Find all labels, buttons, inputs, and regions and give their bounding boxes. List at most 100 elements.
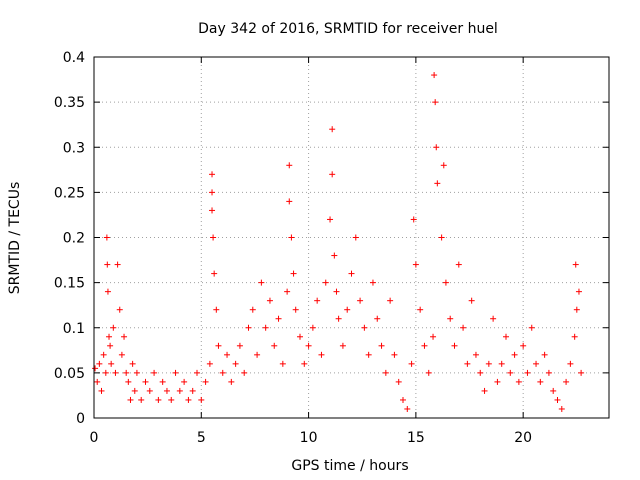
data-point <box>108 360 115 367</box>
data-point <box>254 351 261 358</box>
data-point <box>213 306 220 313</box>
data-point <box>578 369 585 376</box>
data-point <box>433 144 440 151</box>
data-point <box>520 342 527 349</box>
data-point <box>571 333 578 340</box>
data-point <box>129 360 136 367</box>
data-point <box>202 378 209 385</box>
data-point <box>438 234 445 241</box>
data-point <box>451 342 458 349</box>
data-point <box>245 324 252 331</box>
data-point <box>194 369 200 376</box>
y-axis-label: SRMTID / TECUs <box>7 182 23 295</box>
data-point <box>297 333 303 340</box>
data-point <box>116 306 123 313</box>
data-point <box>241 369 248 376</box>
data-point <box>215 342 222 349</box>
plot-frame <box>93 56 610 419</box>
data-point <box>100 351 107 358</box>
data-point <box>573 306 580 313</box>
data-point <box>206 360 213 367</box>
data-point <box>301 360 308 367</box>
data-point <box>185 396 192 403</box>
data-point <box>348 270 355 277</box>
y-tick-label: 0.1 <box>63 321 85 337</box>
data-point <box>142 378 149 385</box>
data-point <box>125 378 132 385</box>
y-tick-label: 0.15 <box>54 276 85 292</box>
y-tick-label: 0.25 <box>54 185 85 201</box>
data-point <box>103 234 110 241</box>
data-point <box>460 324 467 331</box>
data-point <box>110 324 117 331</box>
data-point <box>352 234 359 241</box>
data-point <box>541 351 548 358</box>
data-point <box>249 306 256 313</box>
data-point <box>209 171 216 178</box>
data-point <box>357 297 364 304</box>
data-point <box>382 369 389 376</box>
data-point <box>232 360 239 367</box>
data-point <box>333 288 340 295</box>
data-point <box>176 387 183 394</box>
data-point <box>374 315 381 322</box>
x-tick-labels: 0 5 10 15 20 <box>90 430 533 446</box>
data-point <box>146 387 153 394</box>
data-point <box>266 297 273 304</box>
data-point <box>339 342 346 349</box>
data-point <box>262 324 269 331</box>
data-point <box>98 387 105 394</box>
data-point <box>361 324 368 331</box>
data-point <box>327 216 334 223</box>
data-point <box>198 396 205 403</box>
data-point <box>102 369 109 376</box>
data-point <box>314 297 321 304</box>
data-point <box>305 342 312 349</box>
data-point <box>96 360 103 367</box>
data-point <box>271 342 278 349</box>
x-tick-label: 10 <box>300 430 318 446</box>
data-point <box>131 387 138 394</box>
data-point <box>477 369 484 376</box>
data-point <box>408 360 415 367</box>
data-point <box>121 333 128 340</box>
y-tick-label: 0.3 <box>63 140 85 156</box>
data-point <box>318 351 325 358</box>
data-point <box>92 365 99 372</box>
data-point <box>404 405 411 412</box>
data-point <box>106 333 113 340</box>
data-point <box>498 360 505 367</box>
data-point <box>494 378 501 385</box>
data-point <box>387 297 394 304</box>
data-point <box>545 369 552 376</box>
data-point <box>163 387 170 394</box>
data-point <box>440 162 447 169</box>
x-tick-label: 20 <box>514 430 532 446</box>
y-tick-label: 0.05 <box>54 366 85 382</box>
data-point <box>507 369 514 376</box>
data-point <box>329 126 336 133</box>
axis-ticks <box>93 56 609 419</box>
data-point <box>172 369 179 376</box>
data-point <box>472 351 479 358</box>
data-point <box>572 261 579 268</box>
data-point <box>151 369 158 376</box>
data-point <box>155 396 162 403</box>
data-point <box>554 396 561 403</box>
data-point <box>133 369 140 376</box>
data-point <box>209 207 216 214</box>
data-point <box>481 387 488 394</box>
data-point <box>417 306 424 313</box>
data-point <box>219 369 226 376</box>
data-point <box>211 270 218 277</box>
data-point <box>112 369 119 376</box>
data-point <box>228 378 235 385</box>
data-point <box>286 162 293 169</box>
data-point <box>537 378 544 385</box>
data-point <box>107 342 114 349</box>
data-point <box>431 72 438 79</box>
data-point <box>288 234 295 241</box>
data-point <box>224 351 231 358</box>
data-point <box>550 387 557 394</box>
